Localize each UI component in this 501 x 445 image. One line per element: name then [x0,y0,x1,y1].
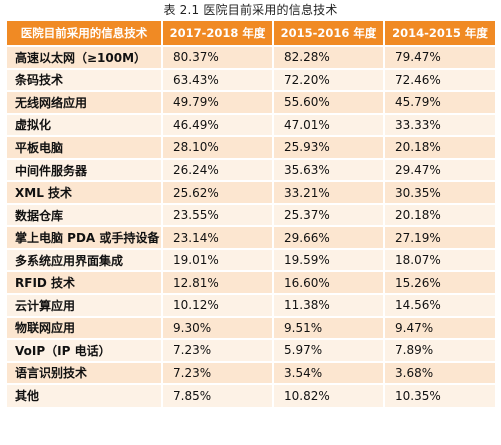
row-value: 3.68% [384,360,495,385]
table-row: 条码技术 63.43% 72.20% 72.46% [7,67,495,92]
row-value: 25.62% [162,180,274,204]
row-label: XML 技术 [7,180,163,204]
row-label: 条码技术 [7,67,163,92]
row-value: 7.23% [162,360,274,385]
row-value: 49.79% [162,90,274,114]
row-value: 33.21% [273,180,385,204]
it-adoption-table: 医院目前采用的信息技术 2017-2018 年度 2015-2016 年度 20… [7,21,495,407]
table-row: 无线网络应用 49.79% 55.60% 45.79% [7,90,495,114]
row-label: 掌上电脑 PDA 或手持设备 [7,225,163,249]
table-row: XML 技术 25.62% 33.21% 30.35% [7,180,495,204]
row-label: 平板电脑 [7,135,163,159]
row-value: 47.01% [273,112,385,137]
row-label: 云计算应用 [7,293,163,317]
row-value: 9.51% [273,315,385,340]
row-value: 23.14% [162,225,274,249]
header-2017-2018: 2017-2018 年度 [162,21,274,46]
header-technology: 医院目前采用的信息技术 [7,21,163,46]
row-value: 14.56% [384,293,495,317]
row-value: 26.24% [162,157,274,182]
row-value: 11.38% [273,293,385,317]
row-label: 物联网应用 [7,315,163,340]
table-row: 平板电脑 28.10% 25.93% 20.18% [7,135,495,159]
row-value: 46.49% [162,112,274,137]
row-value: 7.23% [162,338,274,362]
table-row: 多系统应用界面集成 19.01% 19.59% 18.07% [7,247,495,272]
row-value: 27.19% [384,225,495,249]
row-value: 9.47% [384,315,495,340]
table-header-row: 医院目前采用的信息技术 2017-2018 年度 2015-2016 年度 20… [7,21,495,46]
row-value: 55.60% [273,90,385,114]
table-row: 高速以太网（≥100M） 80.37% 82.28% 79.47% [7,45,495,69]
row-value: 5.97% [273,338,385,362]
row-value: 19.01% [162,247,274,272]
row-value: 7.85% [162,383,274,407]
row-value: 20.18% [384,135,495,159]
row-label: 数据仓库 [7,202,163,227]
row-value: 10.12% [162,293,274,317]
table-row: 掌上电脑 PDA 或手持设备 23.14% 29.66% 27.19% [7,225,495,249]
row-value: 3.54% [273,360,385,385]
row-value: 19.59% [273,247,385,272]
row-value: 16.60% [273,270,385,295]
row-value: 7.89% [384,338,495,362]
row-value: 12.81% [162,270,274,295]
row-value: 33.33% [384,112,495,137]
table-row: 数据仓库 23.55% 25.37% 20.18% [7,202,495,227]
row-label: RFID 技术 [7,270,163,295]
row-value: 80.37% [162,45,274,69]
row-value: 29.66% [273,225,385,249]
row-label: 中间件服务器 [7,157,163,182]
table-row: 云计算应用 10.12% 11.38% 14.56% [7,293,495,317]
table-caption: 表 2.1 医院目前采用的信息技术 [163,3,338,17]
row-value: 25.37% [273,202,385,227]
row-label: 其他 [7,383,163,407]
table-row: 语言识别技术 7.23% 3.54% 3.68% [7,360,495,385]
table-row: RFID 技术 12.81% 16.60% 15.26% [7,270,495,295]
table-row: 物联网应用 9.30% 9.51% 9.47% [7,315,495,340]
row-label: 语言识别技术 [7,360,163,385]
table-row: VoIP（IP 电话） 7.23% 5.97% 7.89% [7,338,495,362]
row-value: 29.47% [384,157,495,182]
row-value: 30.35% [384,180,495,204]
row-value: 35.63% [273,157,385,182]
row-label: VoIP（IP 电话） [7,338,163,362]
row-label: 多系统应用界面集成 [7,247,163,272]
row-label: 高速以太网（≥100M） [7,45,163,69]
header-2015-2016: 2015-2016 年度 [273,21,385,46]
table-row: 中间件服务器 26.24% 35.63% 29.47% [7,157,495,182]
row-label: 虚拟化 [7,112,163,137]
row-value: 20.18% [384,202,495,227]
row-value: 18.07% [384,247,495,272]
row-value: 28.10% [162,135,274,159]
row-value: 9.30% [162,315,274,340]
row-value: 72.46% [384,67,495,92]
table-row: 其他 7.85% 10.82% 10.35% [7,383,495,407]
row-value: 10.82% [273,383,385,407]
row-value: 25.93% [273,135,385,159]
row-label: 无线网络应用 [7,90,163,114]
header-2014-2015: 2014-2015 年度 [384,21,495,46]
row-value: 15.26% [384,270,495,295]
row-value: 82.28% [273,45,385,69]
table-row: 虚拟化 46.49% 47.01% 33.33% [7,112,495,137]
row-value: 23.55% [162,202,274,227]
row-value: 10.35% [384,383,495,407]
row-value: 63.43% [162,67,274,92]
row-value: 45.79% [384,90,495,114]
row-value: 72.20% [273,67,385,92]
row-value: 79.47% [384,45,495,69]
